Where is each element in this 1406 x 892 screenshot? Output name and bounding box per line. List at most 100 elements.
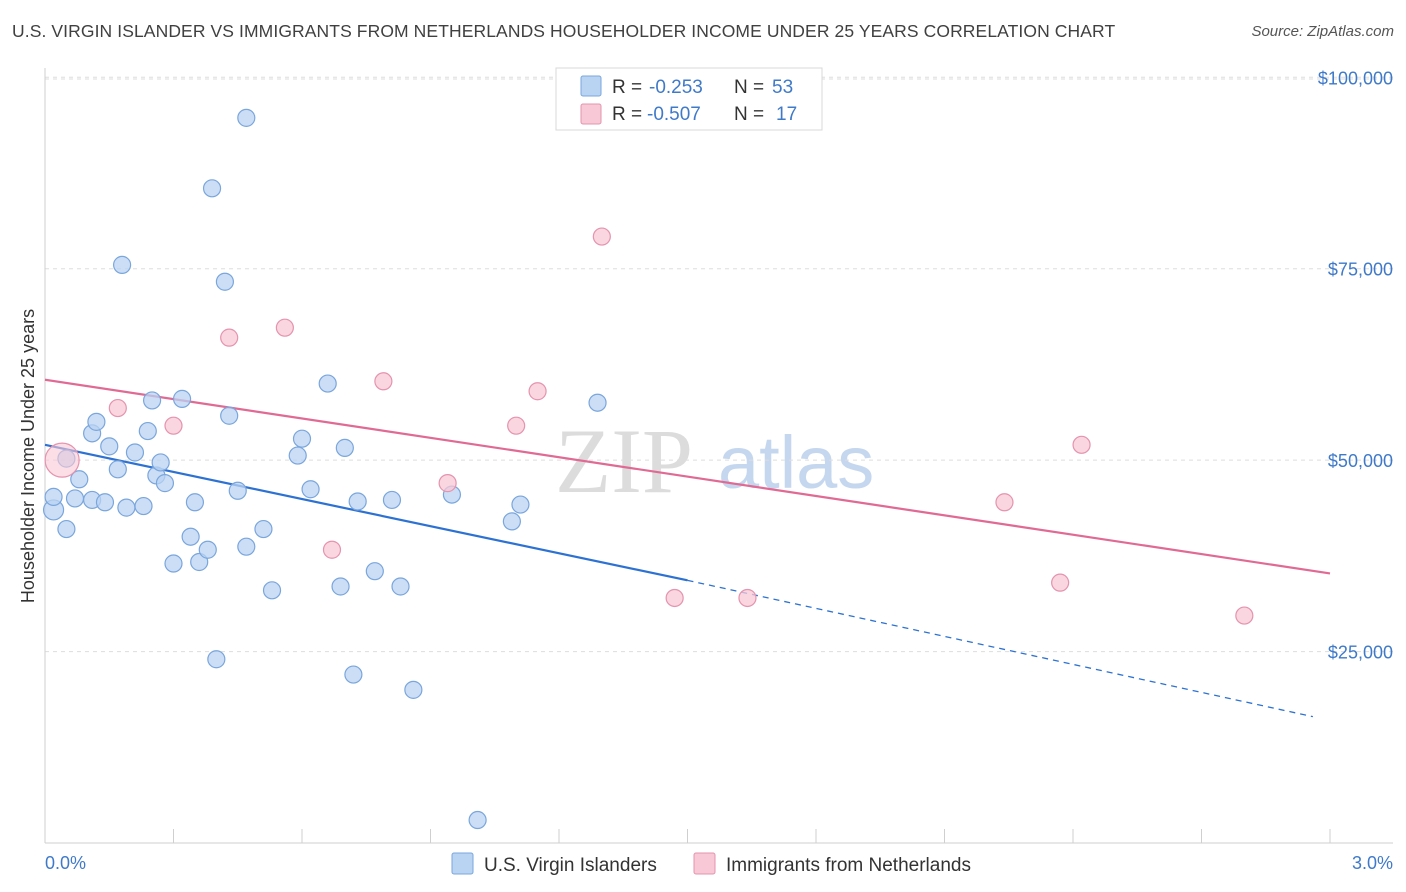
blue-data-point (502, 512, 521, 531)
blue-data-point (215, 272, 234, 291)
legend-swatch-pink (580, 103, 602, 125)
blue-data-point (588, 393, 607, 412)
blue-data-point (185, 493, 205, 512)
blue-data-point (404, 680, 423, 699)
blue-data-point (335, 438, 354, 457)
blue-data-point (95, 493, 115, 512)
blue-data-point (155, 474, 175, 493)
y-tick-label: $100,000 (1318, 68, 1393, 88)
blue-data-point (57, 519, 76, 539)
correlation-legend: R = -0.253 N = 53 R = -0.507 N = 17 (555, 67, 823, 131)
blue-data-point (198, 540, 217, 559)
x-tick-label-min: 0.0% (45, 853, 86, 873)
series-legend-swatch-blue (451, 852, 474, 875)
blue-data-point (134, 496, 153, 516)
legend-n-value: 53 (772, 77, 793, 98)
blue-data-point (468, 810, 487, 830)
blue-data-point (142, 391, 162, 410)
blue-data-point (164, 554, 183, 573)
pink-data-point (738, 588, 757, 608)
blue-data-point (237, 537, 256, 556)
blue-data-point (100, 437, 119, 456)
blue-data-point (318, 374, 337, 393)
pink-data-point (275, 318, 294, 337)
pink-data-point (220, 328, 239, 347)
pink-data-point (322, 540, 342, 559)
blue-data-point (44, 487, 63, 506)
series-legend-label: Immigrants from Netherlands (726, 855, 971, 876)
y-tick-label: $50,000 (1328, 451, 1393, 471)
y-axis-tick-labels: $25,000 $50,000 $75,000 $100,000 (1318, 68, 1393, 662)
legend-swatch-blue (580, 75, 602, 97)
blue-data-point (151, 453, 170, 472)
blue-data-point (344, 665, 363, 684)
legend-r-label: R = (612, 77, 642, 98)
blue-data-point (331, 577, 350, 596)
series-legend: U.S. Virgin Islanders Immigrants from Ne… (451, 852, 971, 876)
legend-n-value: 17 (776, 104, 797, 125)
blue-data-point (207, 650, 226, 669)
pink-data-point (1235, 606, 1254, 625)
blue-data-point (391, 577, 410, 596)
legend-n-label: N = (734, 104, 764, 125)
blue-data-point (262, 581, 282, 600)
pink-data-point (1072, 435, 1091, 454)
series-legend-label: U.S. Virgin Islanders (484, 855, 657, 876)
pink-data-point (995, 493, 1014, 512)
blue-trend-line (44, 443, 688, 582)
legend-r-label: R = (612, 104, 642, 125)
blue-data-point (228, 481, 247, 500)
blue-data-point (65, 489, 85, 508)
y-axis-title: Householder Income Under 25 years (18, 309, 38, 603)
blue-trend-line-extension (687, 579, 1314, 718)
blue-data-point (70, 470, 89, 489)
source-label: Source: ZipAtlas.com (1251, 23, 1394, 40)
blue-data-point (292, 429, 312, 448)
blue-data-point (237, 108, 256, 127)
blue-data-point (301, 480, 320, 499)
axes (44, 68, 1393, 844)
pink-data-point (164, 416, 183, 435)
x-tick-label-max: 3.0% (1352, 853, 1393, 873)
pink-data-point (374, 372, 393, 391)
legend-r-value: -0.507 (647, 104, 701, 125)
blue-data-point (125, 443, 145, 462)
blue-data-point (254, 519, 273, 539)
blue-data-point (108, 460, 127, 479)
data-points (42, 108, 1254, 830)
chart-title: U.S. VIRGIN ISLANDER VS IMMIGRANTS FROM … (12, 21, 1116, 41)
pink-data-point (44, 442, 80, 478)
y-tick-label: $25,000 (1328, 643, 1393, 663)
trend-lines (44, 378, 1331, 718)
grid-lines (45, 76, 1393, 653)
pink-data-point (665, 588, 684, 608)
blue-data-point (511, 495, 530, 514)
blue-data-point (382, 490, 402, 510)
blue-data-point (112, 255, 132, 274)
series-legend-swatch-pink (693, 852, 716, 875)
blue-data-point (172, 389, 192, 408)
blue-data-point (202, 179, 222, 198)
pink-data-point (1051, 573, 1070, 592)
blue-data-point (220, 406, 239, 425)
pink-data-point (507, 416, 526, 435)
legend-n-label: N = (734, 77, 764, 98)
x-axis-ticks (44, 829, 1331, 843)
blue-data-point (348, 492, 367, 511)
watermark-atlas: atlas (718, 421, 874, 504)
pink-data-point (438, 474, 457, 493)
pink-data-point (108, 398, 127, 418)
pink-trend-line (44, 378, 1331, 575)
y-tick-label: $75,000 (1328, 260, 1393, 280)
blue-data-point (87, 412, 106, 431)
pink-data-point (528, 382, 547, 401)
blue-data-point (138, 421, 157, 441)
watermark-zip: ZIP (555, 410, 693, 512)
legend-r-value: -0.253 (649, 77, 703, 98)
blue-data-point (288, 446, 307, 465)
blue-data-point (117, 498, 136, 517)
blue-data-point (365, 562, 384, 581)
pink-data-point (592, 227, 611, 246)
blue-data-point (181, 527, 200, 546)
